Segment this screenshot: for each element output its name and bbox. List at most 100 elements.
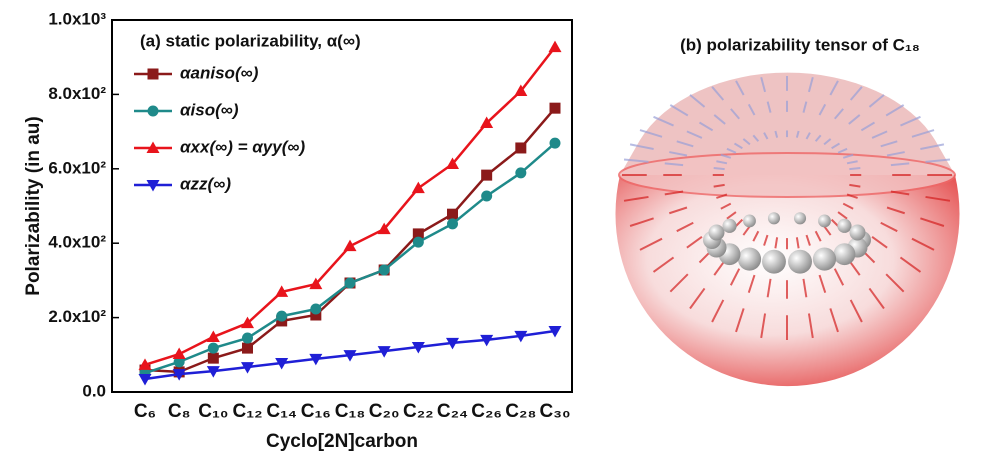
tensor-arrow: [698, 121, 714, 132]
carbon-atom: [812, 247, 837, 271]
tensor-arrow: [713, 167, 725, 171]
point: [241, 316, 254, 329]
tensor-arrow: [735, 308, 745, 333]
tensor-arrow: [716, 193, 728, 199]
carbon-atom: [849, 224, 866, 241]
point: [378, 264, 390, 276]
point: [344, 277, 356, 289]
tensor-arrow: [653, 115, 674, 127]
point: [549, 137, 561, 149]
tensor-arrow: [726, 147, 737, 154]
point: [343, 239, 357, 252]
x-tick-label: C₁₆: [301, 401, 331, 422]
tensor-arrow: [802, 278, 808, 298]
tensor-arrow: [766, 101, 772, 113]
point: [275, 285, 289, 297]
point: [310, 303, 322, 315]
point: [481, 169, 493, 181]
series-line: [144, 46, 556, 367]
tensor-arrow: [726, 211, 737, 220]
tensor-arrow: [885, 273, 905, 293]
point: [138, 358, 152, 370]
x-tick-label: C₁₂: [232, 401, 262, 422]
tensor-arrow: [730, 108, 741, 120]
point: [548, 325, 562, 338]
tensor-arrow: [925, 195, 951, 202]
carbon-atom: [818, 214, 831, 228]
tensor-arrow: [747, 274, 756, 294]
tensor-arrow: [880, 221, 898, 233]
point: [242, 342, 253, 354]
tensor-arrow: [925, 158, 951, 163]
point: [480, 334, 494, 347]
tensor-arrow: [868, 287, 885, 310]
point: [377, 346, 391, 358]
tensor-arrow: [760, 76, 767, 93]
tensor-arrow: [837, 211, 848, 220]
tensor-arrow: [652, 256, 675, 273]
carbon-atom: [788, 249, 812, 274]
tensor-arrow: [899, 256, 922, 273]
tensor-arrow: [639, 129, 663, 138]
tensor-arrow: [920, 143, 945, 150]
point: [241, 362, 254, 374]
x-tick-label: C₂₈: [505, 401, 536, 422]
tensor-arrow: [805, 132, 811, 140]
carbon-atom: [767, 212, 781, 225]
legend-marker: [146, 141, 160, 153]
tensor-arrow: [818, 103, 827, 116]
carbon-atom: [737, 247, 762, 271]
point: [412, 236, 424, 248]
tensor-arrow: [669, 273, 689, 293]
point: [207, 352, 219, 364]
tensor-arrow: [668, 206, 688, 215]
x-tick-label: C₆: [134, 401, 156, 422]
tensor-arrow: [729, 268, 741, 286]
carbon-atom: [708, 224, 725, 241]
tensor-arrow: [920, 217, 945, 227]
carbon-atom: [833, 243, 856, 266]
point: [172, 369, 186, 381]
y-tick-label: 4.0x10²: [48, 233, 106, 252]
point: [447, 208, 458, 220]
tensor-arrow: [911, 129, 935, 138]
tensor-arrow: [664, 190, 684, 196]
x-tick-label: C₃₀: [539, 401, 570, 422]
panel-b-title: (b) polarizability tensor of C₁₈: [680, 35, 920, 54]
point: [515, 142, 527, 154]
x-tick-label: C₈: [168, 401, 191, 422]
legend-label: αxx(∞) = αyy(∞): [180, 137, 305, 156]
x-tick-label: C₁₄: [266, 401, 297, 422]
x-tick-label: C₂₀: [369, 401, 400, 422]
tensor-arrow: [890, 162, 910, 167]
legend-label: αzz(∞): [180, 174, 231, 193]
tensor-arrow: [846, 193, 858, 199]
point: [276, 310, 288, 322]
tensor-arrow: [849, 86, 863, 101]
tensor-arrow: [676, 140, 694, 148]
tensor-arrow: [629, 143, 654, 150]
tensor-arrow: [766, 278, 772, 298]
tensor-arrow: [831, 142, 841, 150]
tensor-arrow: [900, 115, 921, 127]
tensor-arrow: [885, 104, 905, 117]
plot-frame: [111, 19, 573, 393]
tensor-arrow: [871, 236, 888, 249]
point: [480, 116, 494, 129]
tensor-arrow: [833, 268, 845, 286]
tensor-arrow: [629, 217, 654, 227]
tensor-arrow: [849, 167, 861, 171]
legend-label: αiso(∞): [180, 100, 239, 119]
tensor-arrow: [689, 94, 706, 108]
tensor-arrow: [829, 80, 839, 96]
tensor-arrow: [795, 237, 800, 249]
tensor-arrow: [713, 114, 726, 125]
point: [481, 190, 493, 202]
tensor-arrow: [846, 160, 858, 165]
point: [548, 40, 562, 53]
point: [207, 342, 219, 354]
point: [138, 373, 152, 386]
tensor-arrow: [807, 76, 814, 93]
tensor-arrow: [880, 140, 898, 148]
